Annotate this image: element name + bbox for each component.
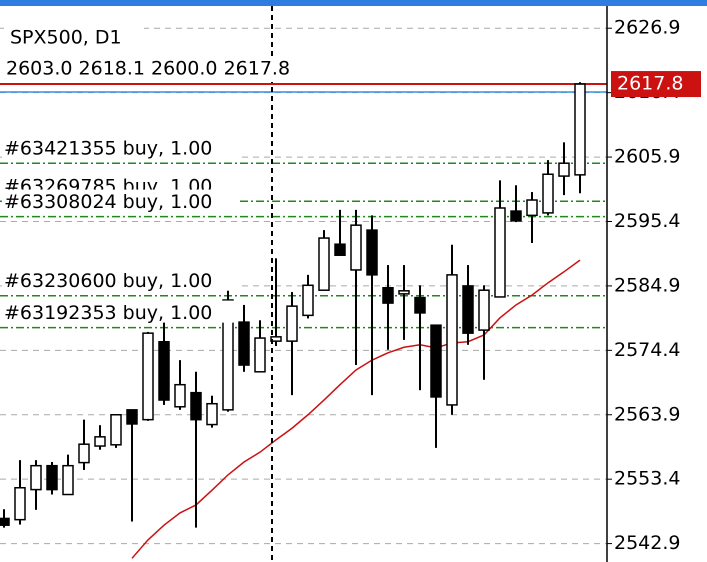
order-label: #63308024 buy, 1.00 xyxy=(4,191,212,213)
chart-title: SPX500, D1 xyxy=(10,27,122,49)
candle-body xyxy=(142,332,154,421)
top-bar xyxy=(0,0,707,6)
candle-body xyxy=(0,517,10,526)
candle-body xyxy=(494,207,506,298)
candle-body xyxy=(254,337,266,373)
order-label-bg xyxy=(2,189,238,212)
candle-body xyxy=(574,83,586,176)
candle-body xyxy=(542,173,554,214)
candle-body xyxy=(446,274,458,406)
y-tick-label: 2626.9 xyxy=(614,17,680,39)
moving-average xyxy=(131,259,581,559)
candle-body xyxy=(334,243,346,256)
candle-body xyxy=(462,285,474,334)
y-tick-label: 2553.4 xyxy=(614,468,680,490)
candle-body xyxy=(478,289,490,331)
candle-body xyxy=(558,162,570,177)
order-label-bg xyxy=(2,300,238,323)
candle-body xyxy=(78,443,90,464)
candle-body xyxy=(238,321,250,366)
candle-body xyxy=(526,199,538,217)
candle-body xyxy=(382,286,394,304)
candle-body xyxy=(110,414,122,446)
candle-body xyxy=(398,290,410,295)
candle-body xyxy=(222,299,234,411)
candle-body xyxy=(510,210,522,222)
candle-body xyxy=(270,336,282,342)
candle-body xyxy=(30,464,42,491)
candle-body xyxy=(366,229,378,276)
order-label: #63230600 buy, 1.00 xyxy=(4,270,212,292)
order-label-bg xyxy=(2,136,238,159)
price-label-bg xyxy=(611,71,701,98)
candle-body xyxy=(190,391,202,421)
title-bg xyxy=(4,22,144,50)
candle-body xyxy=(14,487,26,521)
candle-body xyxy=(158,340,170,401)
candle-body xyxy=(174,383,186,408)
order-label-bg xyxy=(2,268,238,291)
order-label: #63192353 buy, 1.00 xyxy=(4,302,212,324)
candle-body xyxy=(286,305,298,342)
candle-body xyxy=(206,402,218,426)
y-tick-label: 2574.4 xyxy=(614,339,680,361)
candle-body xyxy=(414,296,426,314)
price-label: 2617.8 xyxy=(617,73,683,95)
y-tick-label: 2563.9 xyxy=(614,403,680,425)
candle-body xyxy=(94,436,106,447)
ohlc-text: 2603.0 2618.1 2600.0 2617.8 xyxy=(6,58,290,80)
ohlc-bg xyxy=(2,56,338,82)
order-label: #63421355 buy, 1.00 xyxy=(4,138,212,160)
candle-body xyxy=(46,464,58,491)
candle-body xyxy=(302,284,314,317)
candle-body xyxy=(318,237,330,291)
y-tick-label: 2542.9 xyxy=(614,532,680,554)
candle-body xyxy=(126,409,138,425)
candle-body xyxy=(62,464,74,496)
y-tick-label: 2584.9 xyxy=(614,274,680,296)
candle-body xyxy=(350,224,362,271)
y-tick-label: 2605.9 xyxy=(614,146,680,168)
candle-body xyxy=(430,324,442,398)
y-tick-label: 2595.4 xyxy=(614,210,680,232)
